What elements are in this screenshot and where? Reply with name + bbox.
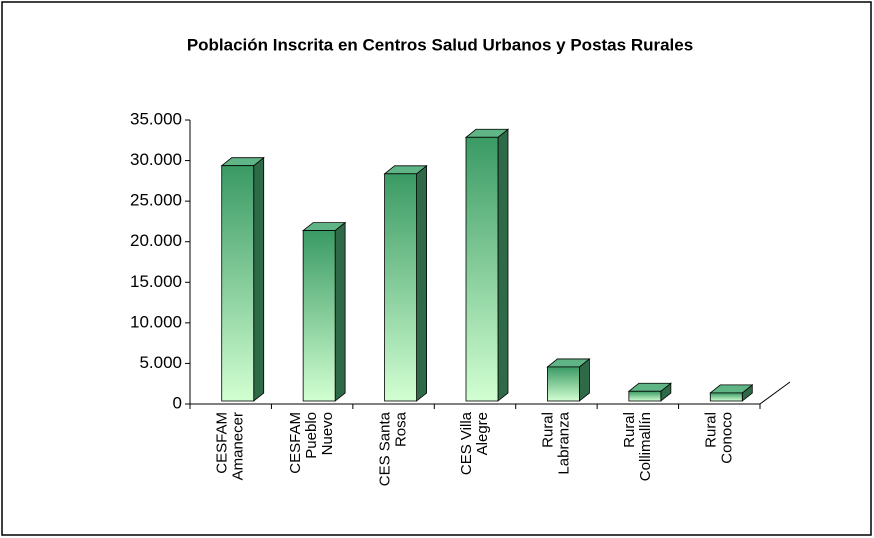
x-tick-label: CESFAMPuebloNuevo [287, 412, 336, 474]
bar [628, 390, 662, 402]
y-tick-label: 5.000 [139, 353, 182, 372]
y-tick-label: 0 [173, 393, 182, 412]
bar-side [416, 164, 427, 402]
x-tick-label: RuralCollimallín [621, 412, 654, 481]
bar [709, 392, 743, 402]
y-tick-label: 10.000 [130, 312, 182, 331]
bar [221, 165, 255, 402]
y-tick-label: 15.000 [130, 272, 182, 291]
y-tick-label: 25.000 [130, 191, 182, 210]
x-tick-label: RuralConoco [702, 412, 735, 464]
bar-side [497, 128, 509, 402]
bar [384, 173, 417, 402]
x-tick-label: CES VillaAlegre [458, 411, 491, 475]
y-tick-label: 30.000 [130, 150, 182, 169]
bar [547, 366, 580, 402]
bar [302, 230, 336, 402]
bar-side [334, 221, 346, 402]
x-tick-label: CES SantaRosa [377, 411, 410, 486]
x-tick-label: RuralLabranza [539, 411, 572, 474]
y-tick-label: 35.000 [130, 109, 182, 128]
bar [465, 136, 499, 402]
x-tick-label: CESFAMAmanecer [214, 412, 247, 480]
chart-title: Población Inscrita en Centros Salud Urba… [187, 35, 693, 54]
floor-edge [759, 381, 791, 405]
y-tick-label: 20.000 [130, 231, 182, 250]
bar-side [253, 156, 265, 402]
